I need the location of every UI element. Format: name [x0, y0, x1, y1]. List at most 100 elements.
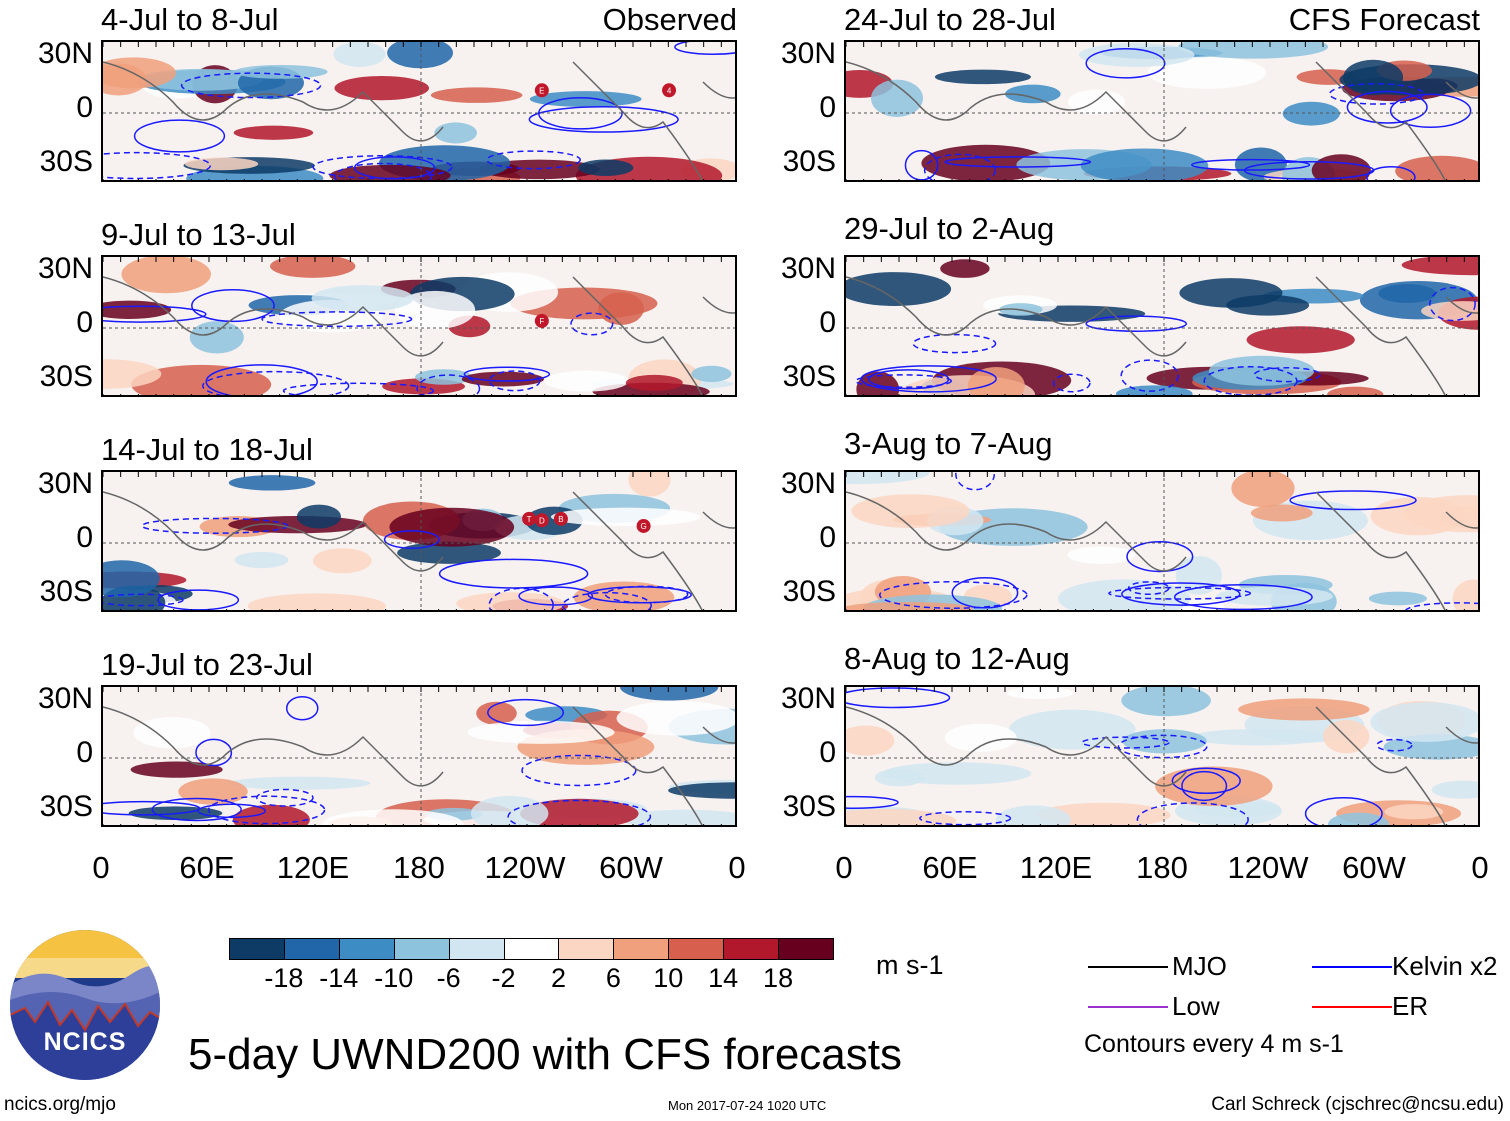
y-tick-label: 30S: [39, 790, 93, 823]
anomaly-region: [1208, 355, 1315, 386]
panel-title: 14-Jul to 18-Jul: [101, 432, 313, 467]
anomaly-region: [103, 560, 160, 598]
kelvin-contour: [1243, 161, 1375, 180]
kelvin-contour: [538, 96, 623, 130]
anomaly-region: [461, 371, 544, 387]
colorbar-tick-label: -6: [436, 963, 461, 993]
footer-url[interactable]: ncics.org/mjo: [4, 1094, 116, 1115]
storm-label: B: [558, 515, 563, 524]
footer-timestamp: Mon 2017-07-24 1020 UTC: [668, 1098, 827, 1113]
anomaly-region: [1238, 698, 1370, 721]
colorbar-units: m s-1: [876, 950, 944, 980]
kelvin-contour: [1181, 770, 1228, 802]
anomaly-region: [312, 548, 372, 574]
kelvin-contour: [416, 374, 481, 395]
colorbar-swatch: [393, 938, 450, 960]
kelvin-contour: [923, 153, 996, 180]
kelvin-contour: [912, 333, 997, 354]
anomaly-region: [1327, 386, 1384, 395]
anomaly-region: [476, 701, 517, 725]
coastline: [846, 706, 1478, 825]
kelvin-contour: [951, 576, 1019, 609]
anomaly-region: [1078, 42, 1195, 67]
coastline: [103, 706, 735, 825]
kelvin-contour: [587, 586, 692, 604]
y-tick-label: 30N: [37, 252, 93, 285]
kelvin-contour: [1191, 158, 1311, 171]
kelvin-contour: [1127, 581, 1170, 596]
anomaly-region: [550, 507, 701, 527]
panel-label: Observed: [602, 2, 737, 37]
heatmap-svg: [846, 472, 1478, 610]
storm-marker: [636, 518, 651, 533]
logo-text: NCICS: [43, 1028, 127, 1056]
anomaly-region: [578, 159, 634, 177]
anomaly-region: [1226, 294, 1310, 316]
kelvin-contour: [103, 151, 212, 180]
kelvin-contour: [486, 150, 581, 170]
kelvin-contour: [438, 558, 589, 589]
footer-author: Carl Schreck (cjschrec@ncsu.edu): [1211, 1094, 1504, 1115]
colorbar-swatch: [613, 938, 670, 960]
kelvin-contour: [944, 156, 1092, 168]
y-tick-label: 30S: [782, 575, 836, 608]
panel-title: 29-Jul to 2-Aug: [844, 211, 1055, 246]
kelvin-contour: [353, 156, 436, 180]
colorbar-tick-label: 18: [763, 963, 794, 993]
x-tick-label: 0: [1471, 850, 1489, 885]
anomaly-region: [233, 125, 314, 140]
kelvin-contour: [1304, 796, 1383, 825]
anomaly-region: [1250, 504, 1313, 522]
kelvin-contour: [133, 119, 226, 153]
anomaly-region: [1370, 702, 1478, 742]
anomaly-region: [628, 472, 671, 497]
x-tick-label: 0: [92, 850, 110, 885]
anomaly-region: [846, 472, 930, 485]
x-tick-label: 0: [835, 850, 853, 885]
colorbar-tick-label: -18: [264, 963, 304, 993]
colorbar-swatch: [503, 938, 560, 960]
kelvin-contour: [518, 586, 594, 606]
x-tick-label: 120E: [1019, 850, 1093, 885]
coastline: [846, 491, 1478, 610]
anomaly-region: [467, 720, 615, 744]
anomaly-region: [133, 717, 211, 749]
anomaly-region: [1190, 728, 1327, 746]
y-tick-label: 0: [819, 306, 836, 339]
anomaly-region: [415, 369, 473, 385]
y-tick-label: 0: [819, 521, 836, 554]
legend-low-line: [1088, 1006, 1168, 1008]
x-tick-label: 60E: [179, 850, 235, 885]
heatmap-panel: [844, 40, 1480, 182]
kelvin-contour: [205, 364, 318, 395]
kelvin-contour: [955, 472, 996, 491]
colorbar-swatch: [558, 938, 615, 960]
anomaly-region: [270, 257, 356, 278]
anomaly-region: [456, 592, 565, 610]
colorbar-tick-label: 10: [653, 963, 684, 993]
colorbar-tick-label: 6: [605, 963, 621, 993]
kelvin-contour: [180, 72, 322, 99]
anomaly-region: [1246, 326, 1355, 354]
legend-er-line: [1312, 1006, 1392, 1008]
anomaly-region: [296, 504, 342, 529]
kelvin-contour: [1405, 602, 1478, 610]
kelvin-contour: [1429, 286, 1476, 322]
colorbar-tick-label: -14: [319, 963, 359, 993]
anomaly-region: [434, 122, 478, 144]
kelvin-contour: [191, 289, 275, 323]
kelvin-contour: [1389, 93, 1472, 128]
storm-label: T: [527, 515, 532, 524]
anomaly-region: [1384, 804, 1444, 820]
anomaly-region: [1147, 56, 1267, 89]
storm-marker: [662, 83, 677, 98]
kelvin-contour: [463, 366, 551, 382]
anomaly-region: [1343, 59, 1404, 96]
storm-label: F: [539, 317, 544, 326]
anomaly-region: [967, 366, 1025, 395]
coastline: [846, 276, 1478, 395]
kelvin-contour: [1346, 90, 1428, 124]
anomaly-region: [846, 725, 895, 756]
